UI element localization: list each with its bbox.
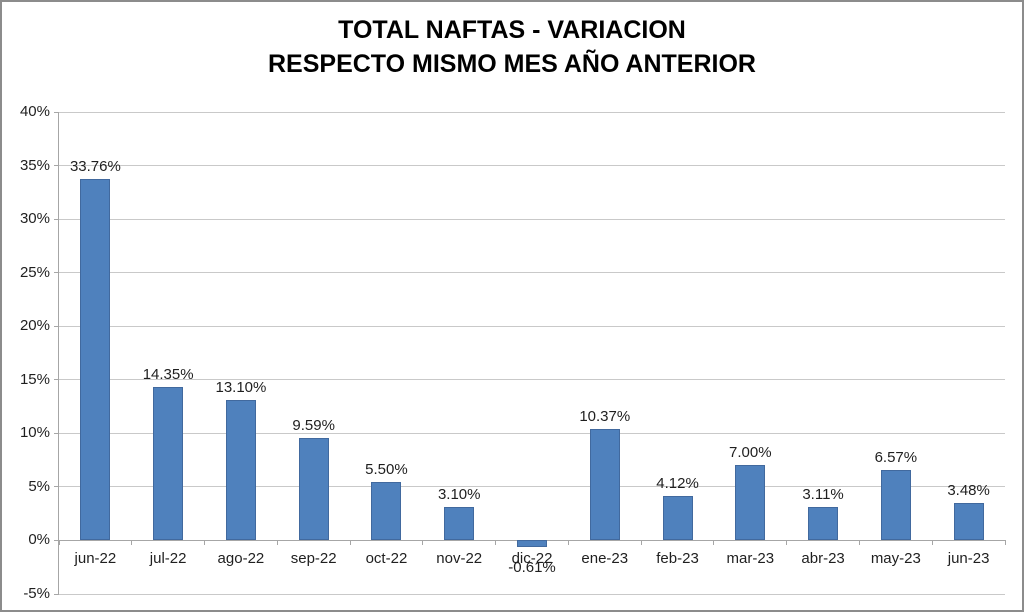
y-axis-line — [58, 112, 59, 594]
y-axis-tick — [54, 486, 59, 488]
bar-value-label: 33.76% — [69, 157, 121, 175]
x-axis-tick — [858, 540, 860, 546]
x-axis-tick — [1004, 540, 1006, 546]
bar — [880, 470, 911, 541]
gridline — [59, 593, 1005, 595]
x-axis-tick — [422, 540, 424, 546]
bar — [225, 400, 256, 541]
bar-value-label: 4.12% — [656, 475, 699, 493]
gridline — [59, 272, 1005, 274]
bar — [953, 503, 984, 541]
y-axis-tick — [54, 432, 59, 434]
x-axis-label: nov-22 — [436, 550, 483, 568]
y-axis-label: 0% — [28, 531, 50, 549]
x-axis-label: oct-22 — [365, 550, 408, 568]
x-axis-label: ene-23 — [581, 550, 629, 568]
y-axis-tick — [54, 218, 59, 220]
y-axis-tick — [54, 165, 59, 167]
x-axis-tick — [567, 540, 569, 546]
x-axis-label: feb-23 — [656, 550, 699, 568]
bar-value-label: 5.50% — [365, 460, 408, 478]
x-axis-tick — [349, 540, 351, 546]
x-axis-tick — [640, 540, 642, 546]
x-axis-label: jun-22 — [74, 550, 117, 568]
x-axis-tick — [495, 540, 497, 546]
bar-value-label: 14.35% — [142, 365, 194, 383]
bar-value-label: 9.59% — [292, 416, 335, 434]
y-axis-tick — [54, 272, 59, 274]
bar — [80, 178, 111, 541]
bar — [662, 496, 693, 541]
gridline — [59, 111, 1005, 113]
y-axis-label: 25% — [19, 263, 50, 281]
gridline — [59, 325, 1005, 327]
x-axis-tick — [204, 540, 206, 546]
bar-value-label: 7.00% — [729, 444, 772, 462]
y-axis-label: 20% — [19, 317, 50, 335]
x-axis-tick — [276, 540, 278, 546]
gridline — [59, 218, 1005, 220]
y-axis-tick — [54, 111, 59, 113]
bar-value-label: 6.57% — [874, 449, 918, 467]
bar — [371, 481, 402, 541]
bar — [444, 507, 475, 541]
gridline — [59, 486, 1005, 488]
y-axis-label: 40% — [19, 103, 50, 120]
x-axis-tick — [713, 540, 715, 546]
y-axis-tick — [54, 593, 59, 595]
y-axis-label: 35% — [19, 156, 50, 174]
bar-value-label: 10.37% — [579, 408, 631, 426]
bar-value-label: 3.10% — [437, 486, 481, 504]
bar — [735, 465, 766, 541]
x-axis-label: mar-23 — [726, 550, 775, 568]
y-axis-label: 10% — [19, 424, 50, 442]
bar — [589, 429, 620, 541]
gridline — [59, 432, 1005, 434]
y-axis-label: -5% — [23, 585, 50, 602]
bar-value-label: -0.61% — [508, 558, 556, 576]
bar-value-label: 13.10% — [215, 379, 267, 397]
y-axis-label: 5% — [28, 477, 50, 495]
x-axis-label: may-23 — [870, 550, 921, 568]
chart-title-line2: RESPECTO MISMO MES AÑO ANTERIOR — [267, 49, 756, 78]
y-axis-label: 30% — [19, 210, 50, 228]
bar — [298, 437, 329, 541]
bar — [153, 386, 184, 541]
bar — [517, 540, 547, 547]
y-axis-tick — [54, 539, 59, 541]
x-axis-tick — [58, 540, 60, 546]
y-axis-tick — [54, 325, 59, 327]
bar-value-label: 3.48% — [947, 482, 990, 500]
x-axis-label: dic-22 — [511, 550, 553, 568]
x-axis-label: ago-22 — [217, 550, 265, 568]
x-axis-tick — [931, 540, 933, 546]
bar-value-label: 3.11% — [802, 486, 844, 504]
y-axis-label: 15% — [19, 370, 50, 388]
chart-title: TOTAL NAFTAS - VARIACION RESPECTO MISMO … — [2, 14, 1022, 82]
x-axis-label: jun-23 — [947, 550, 990, 568]
gridline — [59, 379, 1005, 381]
bar — [808, 507, 839, 541]
y-axis-tick — [54, 379, 59, 381]
x-axis-tick — [786, 540, 788, 546]
gridline — [59, 165, 1005, 167]
x-axis-label: jul-22 — [149, 550, 187, 568]
x-axis-label: sep-22 — [290, 550, 337, 568]
x-axis-tick — [131, 540, 133, 546]
x-axis-label: abr-23 — [801, 550, 845, 568]
chart-title-line1: TOTAL NAFTAS - VARIACION — [338, 16, 686, 44]
